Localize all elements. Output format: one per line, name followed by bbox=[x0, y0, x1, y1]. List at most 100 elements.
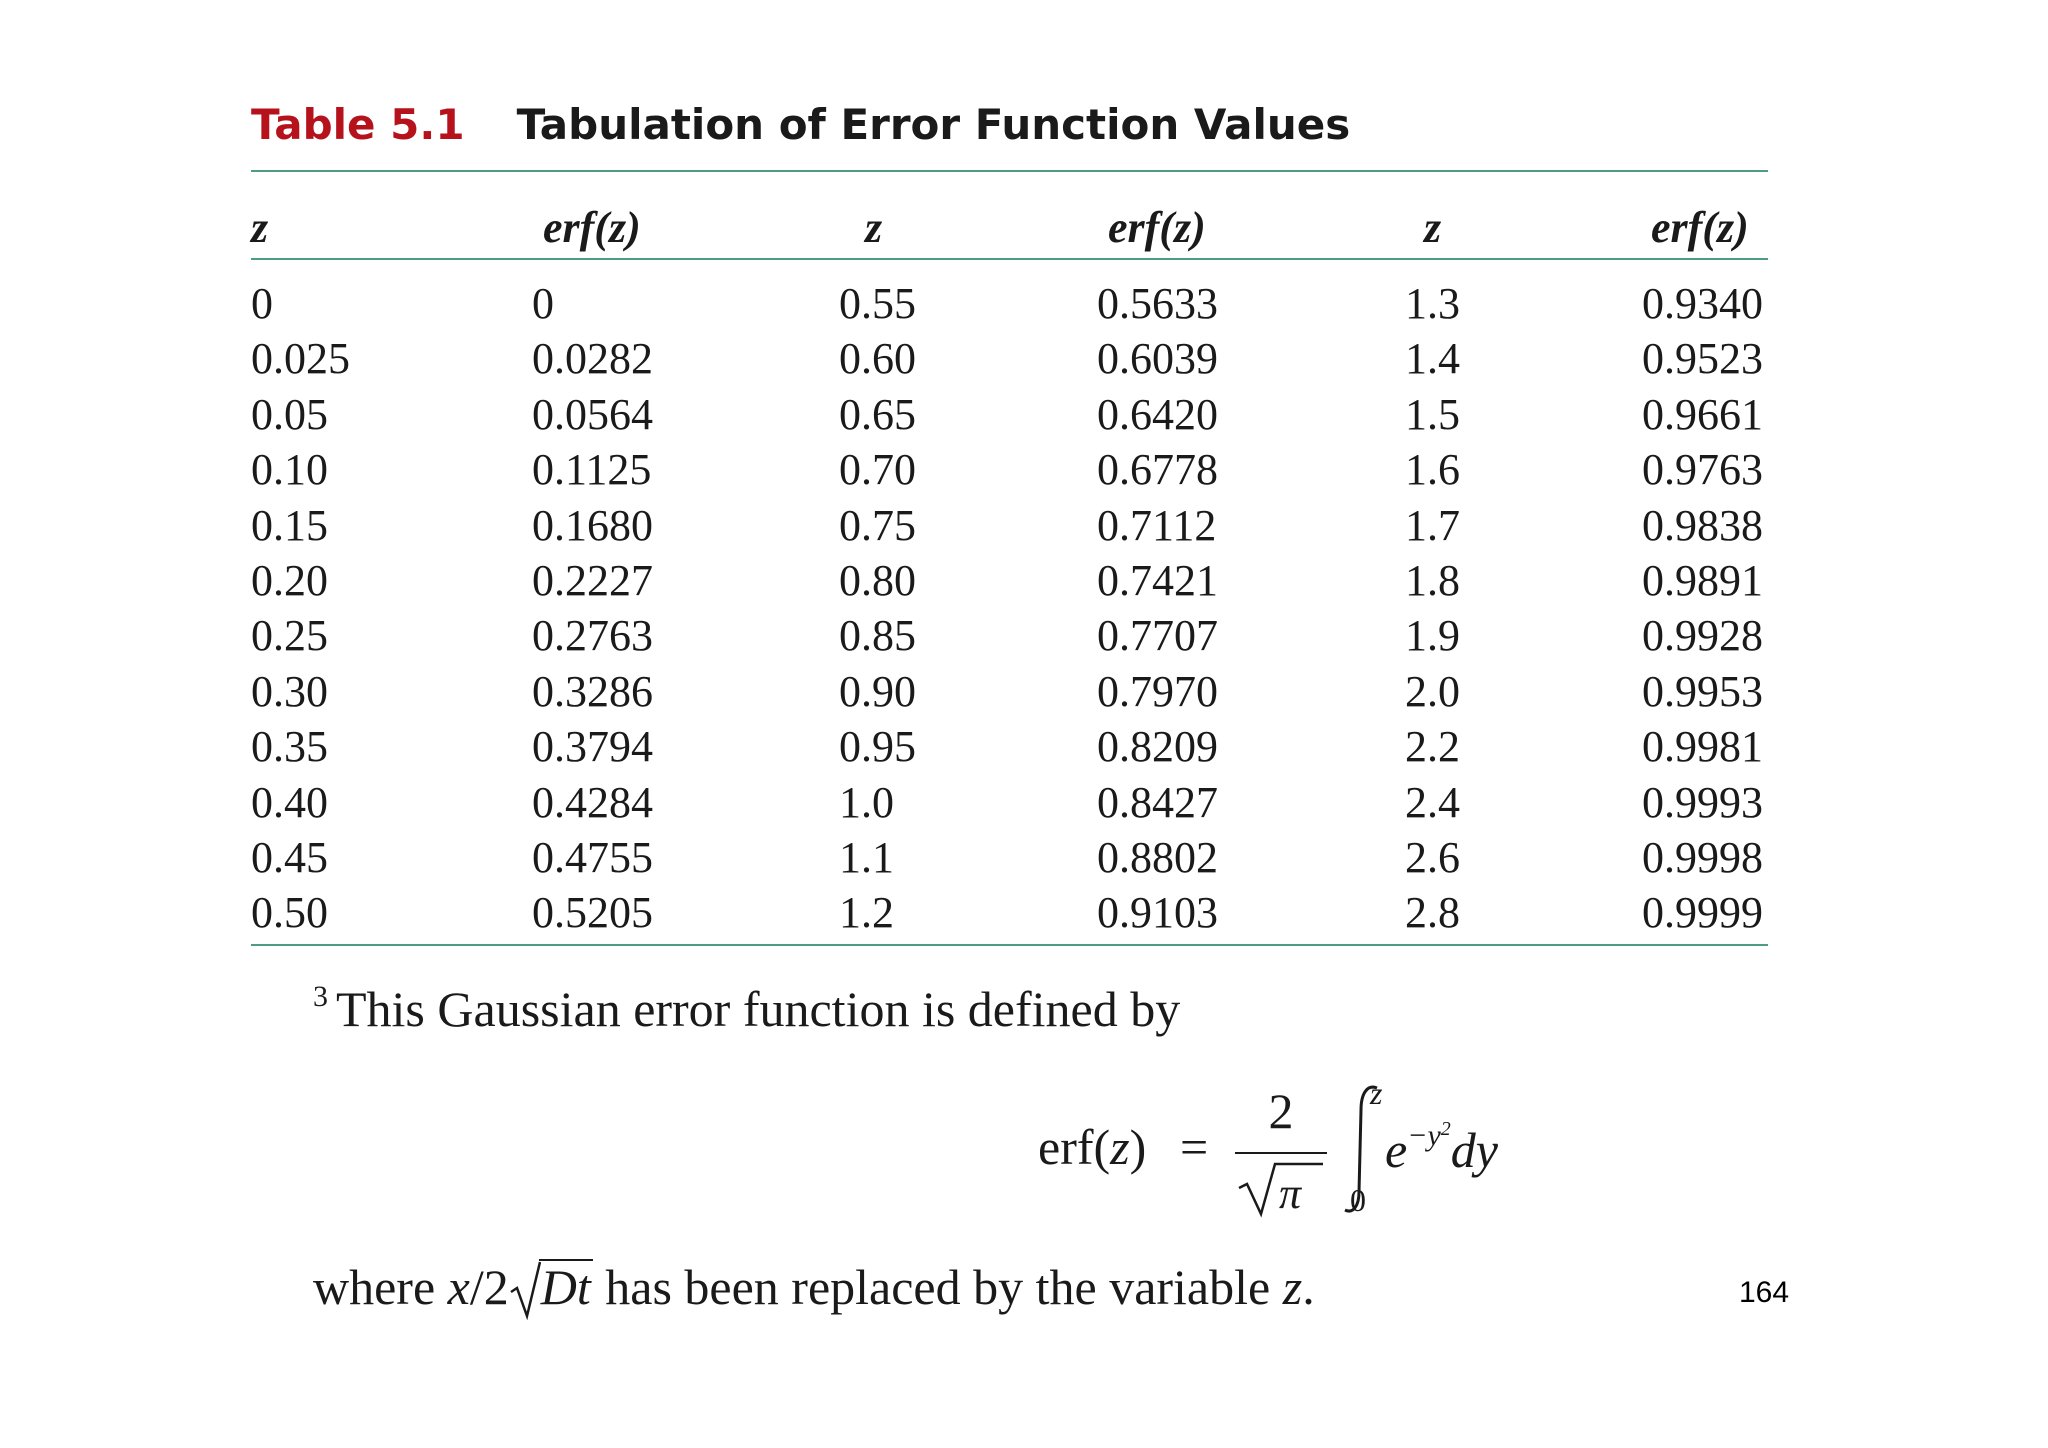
table-row: 0.10 0.1125 0.70 0.6778 1.6 0.9763 bbox=[251, 442, 1768, 497]
erf-cell: 0.7112 bbox=[1097, 500, 1217, 550]
table-number: Table 5.1 bbox=[251, 100, 465, 149]
erf-cell: 0.0282 bbox=[532, 334, 653, 384]
erf-cell: 0.5205 bbox=[532, 888, 653, 938]
z-cell: 2.4 bbox=[1405, 777, 1460, 827]
integrand-base: e bbox=[1385, 1122, 1408, 1178]
header-z-2: z bbox=[865, 203, 883, 252]
erf-cell: 0.7970 bbox=[1097, 666, 1218, 716]
z-cell: 0.20 bbox=[251, 555, 328, 605]
where-period: . bbox=[1302, 1259, 1315, 1315]
table-row: 0.025 0.0282 0.60 0.6039 1.4 0.9523 bbox=[251, 331, 1768, 386]
header-rule bbox=[251, 258, 1768, 260]
table-row: 0 0 0.55 0.5633 1.3 0.9340 bbox=[251, 276, 1768, 331]
integrand: e−y2dy bbox=[1385, 1118, 1498, 1179]
erf-cell: 0.9763 bbox=[1642, 445, 1763, 495]
z-cell: 0.25 bbox=[251, 611, 328, 661]
erf-cell: 0.8802 bbox=[1097, 832, 1218, 882]
erf-cell: 0.6039 bbox=[1097, 334, 1218, 384]
header-z-3: z bbox=[1424, 203, 1442, 252]
z-cell: 0.90 bbox=[839, 666, 916, 716]
table-row: 0.45 0.4755 1.1 0.8802 2.6 0.9998 bbox=[251, 830, 1768, 885]
where-var-z: z bbox=[1282, 1259, 1303, 1315]
bottom-rule bbox=[251, 944, 1768, 946]
erf-cell: 0.4755 bbox=[532, 832, 653, 882]
where-slash-two: /2 bbox=[469, 1259, 509, 1315]
equation-function-name: erf bbox=[1038, 1119, 1094, 1175]
header-erf-3: erf(z) bbox=[1651, 203, 1749, 252]
table-row: 0.35 0.3794 0.95 0.8209 2.2 0.9981 bbox=[251, 719, 1768, 774]
erf-cell: 0.9928 bbox=[1642, 611, 1763, 661]
erf-cell: 0.3794 bbox=[532, 722, 653, 772]
z-cell: 2.0 bbox=[1405, 666, 1460, 716]
erf-cell: 0.1125 bbox=[532, 445, 652, 495]
table-title: Tabulation of Error Function Values bbox=[516, 100, 1351, 149]
equation-close-paren: ) bbox=[1129, 1119, 1147, 1175]
table-caption: Table 5.1 Tabulation of Error Function Va… bbox=[251, 100, 1350, 149]
erf-cell: 0.2227 bbox=[532, 555, 653, 605]
equation-lhs: erf(z) bbox=[1038, 1118, 1146, 1176]
z-cell: 0 bbox=[251, 279, 273, 328]
z-cell: 1.2 bbox=[839, 888, 894, 938]
z-cell: 1.8 bbox=[1405, 555, 1460, 605]
integrand-differential: dy bbox=[1450, 1122, 1498, 1178]
z-cell: 1.4 bbox=[1405, 334, 1460, 384]
erf-cell: 0.9661 bbox=[1642, 389, 1763, 439]
erf-cell: 0.9981 bbox=[1642, 722, 1763, 772]
z-cell: 0.30 bbox=[251, 666, 328, 716]
top-rule bbox=[251, 170, 1768, 172]
erf-cell: 0.8209 bbox=[1097, 722, 1218, 772]
footnote-marker: 3 bbox=[313, 980, 328, 1013]
z-cell: 0.85 bbox=[839, 611, 916, 661]
integral-sign-icon bbox=[1335, 1080, 1395, 1220]
erf-cell: 0.9340 bbox=[1642, 279, 1763, 328]
erf-cell: 0.9999 bbox=[1642, 888, 1763, 938]
z-cell: 0.50 bbox=[251, 888, 328, 938]
header-erf-1: erf(z) bbox=[543, 203, 641, 252]
z-cell: 1.1 bbox=[839, 832, 894, 882]
page-number: 164 bbox=[1739, 1276, 1790, 1309]
erf-cell: 0.4284 bbox=[532, 777, 653, 827]
sqrt-dt: Dt bbox=[509, 1258, 593, 1320]
where-line: where x/2 Dt has been replaced by the var… bbox=[313, 1258, 1315, 1320]
header-erf-2: erf(z) bbox=[1108, 203, 1206, 252]
erf-cell: 0.9838 bbox=[1642, 500, 1763, 550]
integral-lower-limit: 0 bbox=[1350, 1182, 1366, 1218]
erf-cell: 0.7707 bbox=[1097, 611, 1218, 661]
z-cell: 2.6 bbox=[1405, 832, 1460, 882]
equation-numerator: 2 bbox=[1268, 1083, 1294, 1139]
z-cell: 1.0 bbox=[839, 777, 894, 827]
erf-cell: 0.7421 bbox=[1097, 555, 1218, 605]
where-suffix: has been replaced by the variable bbox=[592, 1259, 1283, 1315]
sqrt-content: Dt bbox=[538, 1259, 593, 1315]
equation-fraction: 2 π bbox=[1235, 1082, 1355, 1218]
sqrt-pi-denominator: π bbox=[1235, 1158, 1327, 1218]
z-cell: 0.65 bbox=[839, 389, 916, 439]
z-cell: 0.025 bbox=[251, 334, 350, 384]
equation-open-paren: ( bbox=[1093, 1119, 1111, 1175]
z-cell: 0.40 bbox=[251, 777, 328, 827]
equation-lhs-var: z bbox=[1110, 1119, 1130, 1175]
exponent-text: −y bbox=[1407, 1119, 1441, 1152]
z-cell: 2.2 bbox=[1405, 722, 1460, 772]
table-row: 0.50 0.5205 1.2 0.9103 2.8 0.9999 bbox=[251, 885, 1768, 940]
erf-cell: 0.1680 bbox=[532, 500, 653, 550]
z-cell: 0.55 bbox=[839, 279, 916, 328]
table-header-row: z erf(z) z erf(z) z erf(z) bbox=[251, 202, 1768, 256]
footnote: 3 This Gaussian error function is defined… bbox=[313, 980, 1180, 1038]
z-cell: 0.35 bbox=[251, 722, 328, 772]
footnote-text: This Gaussian error function is defined … bbox=[336, 981, 1181, 1037]
header-z-1: z bbox=[251, 203, 269, 252]
z-cell: 0.45 bbox=[251, 832, 328, 882]
z-cell: 1.3 bbox=[1405, 279, 1460, 328]
z-cell: 0.10 bbox=[251, 445, 328, 495]
erf-cell: 0.9103 bbox=[1097, 888, 1218, 938]
where-prefix: where bbox=[313, 1259, 448, 1315]
z-cell: 1.5 bbox=[1405, 389, 1460, 439]
erf-cell: 0.9993 bbox=[1642, 777, 1763, 827]
table-row: 0.30 0.3286 0.90 0.7970 2.0 0.9953 bbox=[251, 664, 1768, 719]
erf-cell: 0.0564 bbox=[532, 389, 653, 439]
erf-cell: 0.9953 bbox=[1642, 666, 1763, 716]
table-row: 0.40 0.4284 1.0 0.8427 2.4 0.9993 bbox=[251, 775, 1768, 830]
table-row: 0.15 0.1680 0.75 0.7112 1.7 0.9838 bbox=[251, 498, 1768, 553]
integral-upper-limit: z bbox=[1370, 1075, 1383, 1111]
